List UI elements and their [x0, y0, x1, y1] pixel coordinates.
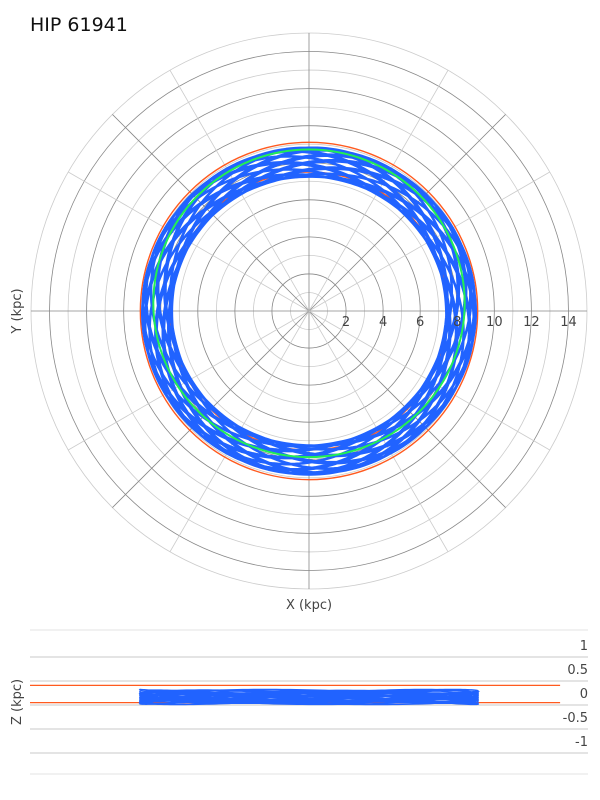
z-orbit-path — [138, 688, 481, 706]
z-series — [30, 684, 561, 706]
r-tick-label: 8 — [453, 315, 461, 330]
r-tick-label: 14 — [560, 315, 577, 330]
y-axis-label: Y (kpc) — [10, 288, 25, 334]
z-grid — [30, 629, 588, 775]
z-tick-labels: 1 0.5 0 -0.5 -1 — [563, 639, 588, 750]
r-tick-label: 10 — [486, 315, 503, 330]
polar-series — [139, 141, 479, 481]
x-axis-label: X (kpc) — [286, 598, 332, 613]
r-tick-label: 12 — [523, 315, 540, 330]
z-tick-label: -0.5 — [563, 711, 588, 726]
mean-orbit-ellipse — [152, 148, 466, 459]
z-tick-label: 0.5 — [567, 663, 588, 678]
z-axis-label: Z (kpc) — [10, 679, 25, 725]
orbit-bound-circle — [139, 141, 479, 481]
z-tick-label: 1 — [580, 639, 588, 654]
z-tick-label: -1 — [575, 735, 588, 750]
r-tick-label: 2 — [342, 315, 350, 330]
polar-grid — [30, 32, 588, 590]
orbit-path — [141, 146, 478, 476]
polar-tick-labels: 2 4 6 8 10 12 14 — [342, 315, 577, 330]
polar-orbit-chart: 2 4 6 8 10 12 14 X (kpc) Y (kpc) — [10, 32, 588, 613]
z-height-chart: 1 0.5 0 -0.5 -1 Z (kpc) — [10, 629, 588, 775]
z-tick-label: 0 — [580, 687, 588, 702]
r-tick-label: 4 — [379, 315, 387, 330]
r-tick-label: 6 — [416, 315, 424, 330]
chart-title: HIP 61941 — [30, 14, 128, 36]
